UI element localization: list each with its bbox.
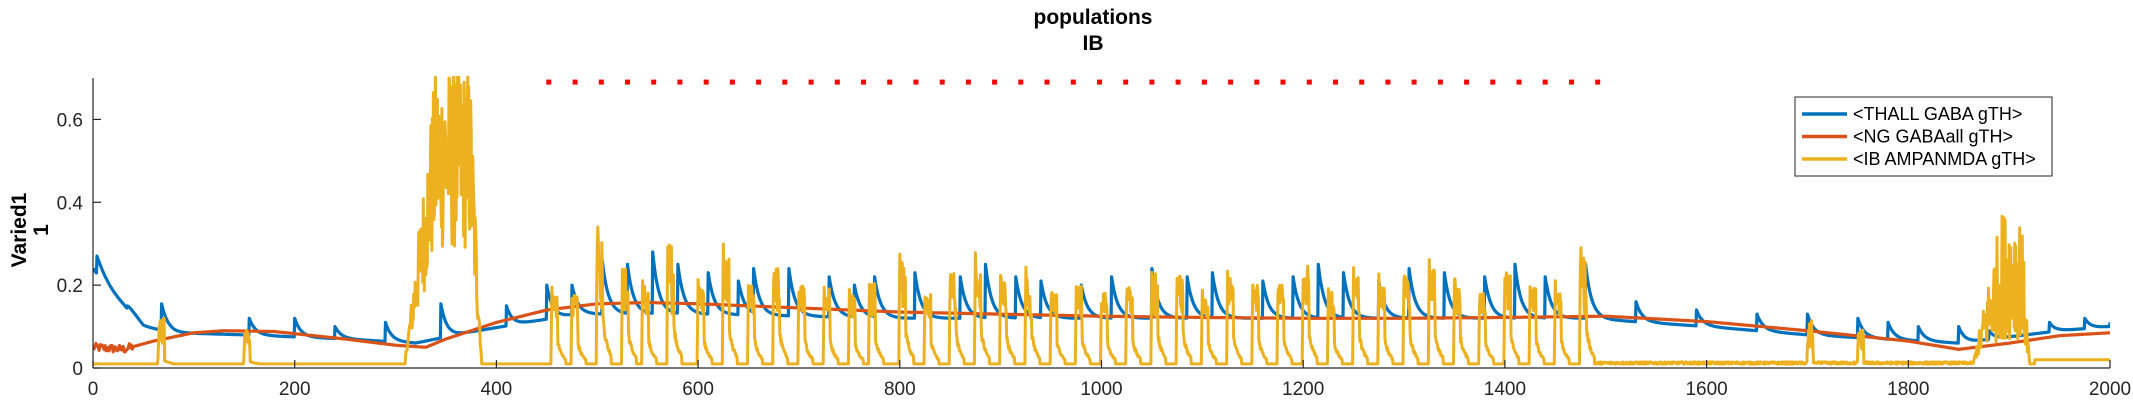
stimulus-marker-28 <box>1280 79 1286 85</box>
legend-label-1: <NG GABAall gTH> <box>1853 127 2013 147</box>
stimulus-marker-7 <box>729 79 735 85</box>
stimulus-marker-24 <box>1175 79 1181 85</box>
plot-area: 0 200 400 600 800 1000 1200 1400 1600 1800 2000 0 0.… <box>57 76 2131 400</box>
stimulus-marker-1 <box>572 79 578 85</box>
y-axis-label-line-1: Varied1 <box>8 192 31 267</box>
stimulus-marker-14 <box>913 79 919 85</box>
stimulus-marker-38 <box>1542 79 1548 85</box>
x-tick-label-1200: 1200 <box>1282 379 1324 400</box>
stimulus-marker-25 <box>1201 79 1207 85</box>
stimulus-markers <box>546 79 1601 85</box>
y-axis-label-line-2: 1 <box>30 224 53 236</box>
chart-title-line-2: IB <box>1083 32 1104 55</box>
legend-label-0: <THALL GABA gTH> <box>1853 104 2022 124</box>
stimulus-marker-8 <box>756 79 762 85</box>
stimulus-marker-26 <box>1228 79 1234 85</box>
stimulus-marker-10 <box>808 79 814 85</box>
x-tick-label-600: 600 <box>682 379 714 400</box>
y-tick-label-0: 0 <box>72 359 83 380</box>
stimulus-marker-22 <box>1123 79 1129 85</box>
stimulus-marker-3 <box>625 79 630 85</box>
legend-label-2: <IB AMPANMDA gTH> <box>1853 149 2036 169</box>
stimulus-marker-13 <box>887 79 893 85</box>
y-axis-label: Varied1 1 <box>8 192 53 267</box>
stimulus-marker-16 <box>965 79 971 85</box>
stimulus-marker-17 <box>992 79 998 85</box>
stimulus-marker-5 <box>677 79 683 85</box>
axes: 0 200 400 600 800 1000 1200 1400 1600 1800 2000 0 0.… <box>57 78 2131 400</box>
stimulus-marker-15 <box>939 79 945 85</box>
x-tick-label-1000: 1000 <box>1080 379 1122 400</box>
stimulus-marker-2 <box>598 79 604 85</box>
stimulus-marker-6 <box>703 79 709 85</box>
x-tick-label-1400: 1400 <box>1484 379 1526 400</box>
y-tick-label-1: 0.2 <box>57 276 83 297</box>
stimulus-marker-32 <box>1385 79 1391 85</box>
chart-title-line-1: populations <box>1034 6 1153 29</box>
x-tick-label-200: 200 <box>279 379 311 400</box>
series-layer <box>93 76 2110 366</box>
stimulus-marker-18 <box>1018 79 1024 85</box>
series-clip <box>93 76 2110 366</box>
stimulus-marker-35 <box>1464 79 1470 85</box>
stimulus-marker-19 <box>1044 79 1050 85</box>
series-line-ib-ampanmda <box>93 76 2110 366</box>
stimulus-marker-9 <box>782 79 788 85</box>
stimulus-marker-40 <box>1595 79 1601 85</box>
x-tick-label-400: 400 <box>481 379 513 400</box>
x-tick-label-1800: 1800 <box>1887 379 1929 400</box>
stimulus-marker-37 <box>1516 79 1522 85</box>
stimulus-marker-4 <box>651 79 657 85</box>
stimulus-marker-12 <box>861 79 866 85</box>
stimulus-marker-0 <box>546 79 552 85</box>
stimulus-marker-39 <box>1569 79 1574 85</box>
stimulus-marker-30 <box>1333 79 1338 85</box>
stimulus-marker-36 <box>1490 79 1496 85</box>
stimulus-marker-31 <box>1359 79 1365 85</box>
x-tick-label-800: 800 <box>884 379 916 400</box>
stimulus-marker-21 <box>1097 79 1102 85</box>
x-tick-label-2000: 2000 <box>2089 379 2131 400</box>
stimulus-marker-29 <box>1306 79 1312 85</box>
y-tick-label-3: 0.6 <box>57 110 83 131</box>
stimulus-marker-23 <box>1149 79 1155 85</box>
stimulus-marker-33 <box>1411 79 1417 85</box>
legend: <THALL GABA gTH> <NG GABAall gTH><IB AMPA… <box>1794 96 2053 177</box>
stimulus-marker-11 <box>834 79 840 85</box>
stimulus-marker-34 <box>1437 79 1443 85</box>
stimulus-marker-20 <box>1070 79 1076 85</box>
x-tick-label-1600: 1600 <box>1685 379 1727 400</box>
x-tick-label-0: 0 <box>88 379 99 400</box>
stimulus-marker-27 <box>1254 79 1260 85</box>
y-tick-label-2: 0.4 <box>57 193 84 214</box>
